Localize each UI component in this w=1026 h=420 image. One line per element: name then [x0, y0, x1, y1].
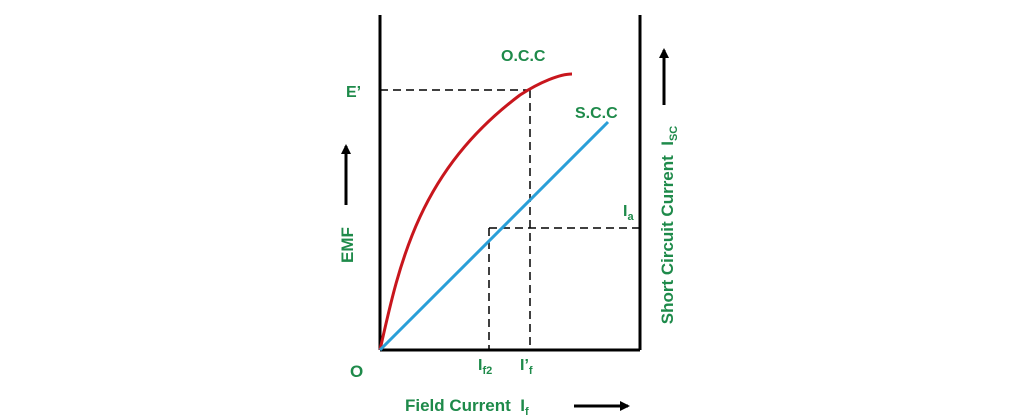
if-prime-label-main: I’: [520, 357, 529, 374]
if2-label-sub: f2: [482, 365, 492, 377]
ia-label: Ia: [623, 203, 634, 223]
occ-label: O.C.C: [501, 48, 546, 65]
if-prime-label-sub: f: [529, 365, 533, 377]
e-prime-label: E’: [346, 84, 361, 101]
right-axis-label: Short Circuit Current ISC: [658, 126, 680, 325]
origin-label: O: [350, 362, 363, 381]
if-prime-label: I’f: [520, 357, 533, 377]
scc-label: S.C.C: [575, 105, 618, 122]
x-axis-label: Field Current If: [405, 396, 529, 418]
right-axis-label-sub: SC: [668, 126, 680, 141]
ia-label-sub: a: [627, 211, 634, 223]
emf-label: EMF: [338, 227, 357, 263]
occ-curve: [378, 72, 573, 351]
ia-label-main: I: [623, 203, 627, 220]
if2-label-main: I: [478, 357, 482, 374]
scc-line: [378, 120, 610, 352]
if2-label: If2: [478, 357, 492, 377]
right-axis-label-main: Short Circuit Current I: [658, 141, 677, 324]
x-axis-label-main: Field Current I: [405, 396, 525, 415]
x-axis-label-sub: f: [525, 406, 529, 418]
